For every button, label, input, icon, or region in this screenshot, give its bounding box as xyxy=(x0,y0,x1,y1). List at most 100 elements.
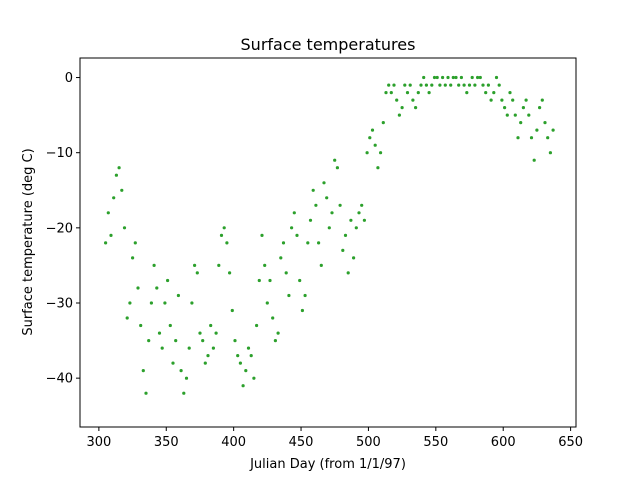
y-tick-label: 0 xyxy=(65,71,73,86)
data-point xyxy=(147,339,151,343)
data-point xyxy=(214,331,218,335)
data-point xyxy=(551,128,555,132)
data-point xyxy=(513,113,517,117)
data-point xyxy=(314,203,318,207)
data-point xyxy=(411,98,415,102)
data-point xyxy=(462,83,466,87)
data-point xyxy=(540,98,544,102)
data-point xyxy=(484,91,488,95)
data-point xyxy=(176,293,180,298)
data-point xyxy=(341,248,345,252)
data-point xyxy=(476,75,480,80)
data-point xyxy=(211,346,215,350)
data-point xyxy=(287,293,291,298)
data-point xyxy=(414,106,418,110)
data-point xyxy=(349,218,353,222)
data-point xyxy=(228,271,232,275)
data-point xyxy=(238,361,242,365)
data-point xyxy=(368,136,372,140)
data-point xyxy=(352,256,356,260)
data-point xyxy=(478,75,482,80)
data-point xyxy=(346,271,350,275)
data-point xyxy=(125,316,129,320)
data-point xyxy=(325,196,329,200)
data-point xyxy=(198,331,202,335)
data-point xyxy=(298,278,302,283)
data-point xyxy=(521,106,526,110)
data-point xyxy=(190,301,194,305)
data-point xyxy=(187,346,191,350)
x-tick-label: 600 xyxy=(491,435,516,450)
data-point xyxy=(257,278,261,283)
data-point xyxy=(516,136,520,140)
data-point xyxy=(441,75,445,80)
data-point xyxy=(168,323,172,328)
data-point xyxy=(303,293,307,298)
data-point xyxy=(446,75,450,80)
data-point xyxy=(373,143,377,147)
data-point xyxy=(473,83,477,87)
data-point xyxy=(249,354,253,358)
data-point xyxy=(311,188,315,192)
data-point xyxy=(244,369,248,373)
data-point xyxy=(538,106,542,110)
data-point xyxy=(467,83,472,87)
axis-ticks: 300 350 400 450 500 550 600 650 −40 −30 −20 −10 0 xyxy=(46,71,583,450)
data-point xyxy=(155,286,159,290)
data-point xyxy=(233,339,237,343)
data-point xyxy=(109,233,113,237)
data-point xyxy=(295,233,299,237)
data-point xyxy=(139,323,143,328)
data-point xyxy=(465,91,469,95)
data-point xyxy=(236,354,240,358)
data-point xyxy=(122,226,127,230)
data-point xyxy=(225,241,229,245)
data-point xyxy=(300,308,304,313)
data-point xyxy=(343,233,348,237)
data-point xyxy=(384,91,388,95)
data-point xyxy=(131,256,135,260)
data-point xyxy=(104,241,108,245)
data-point xyxy=(317,241,321,245)
data-point xyxy=(106,211,110,215)
x-tick-label: 450 xyxy=(289,435,314,450)
data-point xyxy=(370,128,375,132)
data-point xyxy=(392,83,396,87)
data-point xyxy=(430,83,434,87)
data-point xyxy=(184,376,189,380)
data-point xyxy=(511,98,515,102)
x-tick-label: 400 xyxy=(221,435,246,450)
data-point xyxy=(141,369,145,373)
data-point xyxy=(219,233,224,237)
data-point xyxy=(527,113,531,117)
data-point xyxy=(144,391,148,395)
data-point xyxy=(387,83,391,87)
data-point xyxy=(432,75,437,80)
data-point xyxy=(179,369,183,373)
data-point xyxy=(546,136,550,140)
data-point xyxy=(492,91,496,95)
x-tick-label: 350 xyxy=(154,435,179,450)
data-point xyxy=(209,323,213,328)
data-point xyxy=(532,158,536,162)
data-point xyxy=(443,83,447,87)
x-tick-label: 550 xyxy=(423,435,448,450)
data-point xyxy=(166,278,170,283)
data-point xyxy=(449,83,453,87)
data-point xyxy=(338,203,342,207)
data-point xyxy=(330,211,334,215)
data-point xyxy=(252,376,256,380)
data-point xyxy=(149,301,153,305)
data-point xyxy=(203,361,207,365)
data-point xyxy=(284,271,288,275)
data-point xyxy=(133,241,137,245)
data-point xyxy=(500,98,504,102)
data-point xyxy=(333,158,337,162)
data-point xyxy=(319,263,323,267)
data-point xyxy=(217,263,221,267)
y-tick-label: −30 xyxy=(46,296,73,311)
data-point xyxy=(508,91,512,95)
data-point xyxy=(519,121,523,125)
x-axis-label: Julian Day (from 1/1/97) xyxy=(249,457,406,472)
